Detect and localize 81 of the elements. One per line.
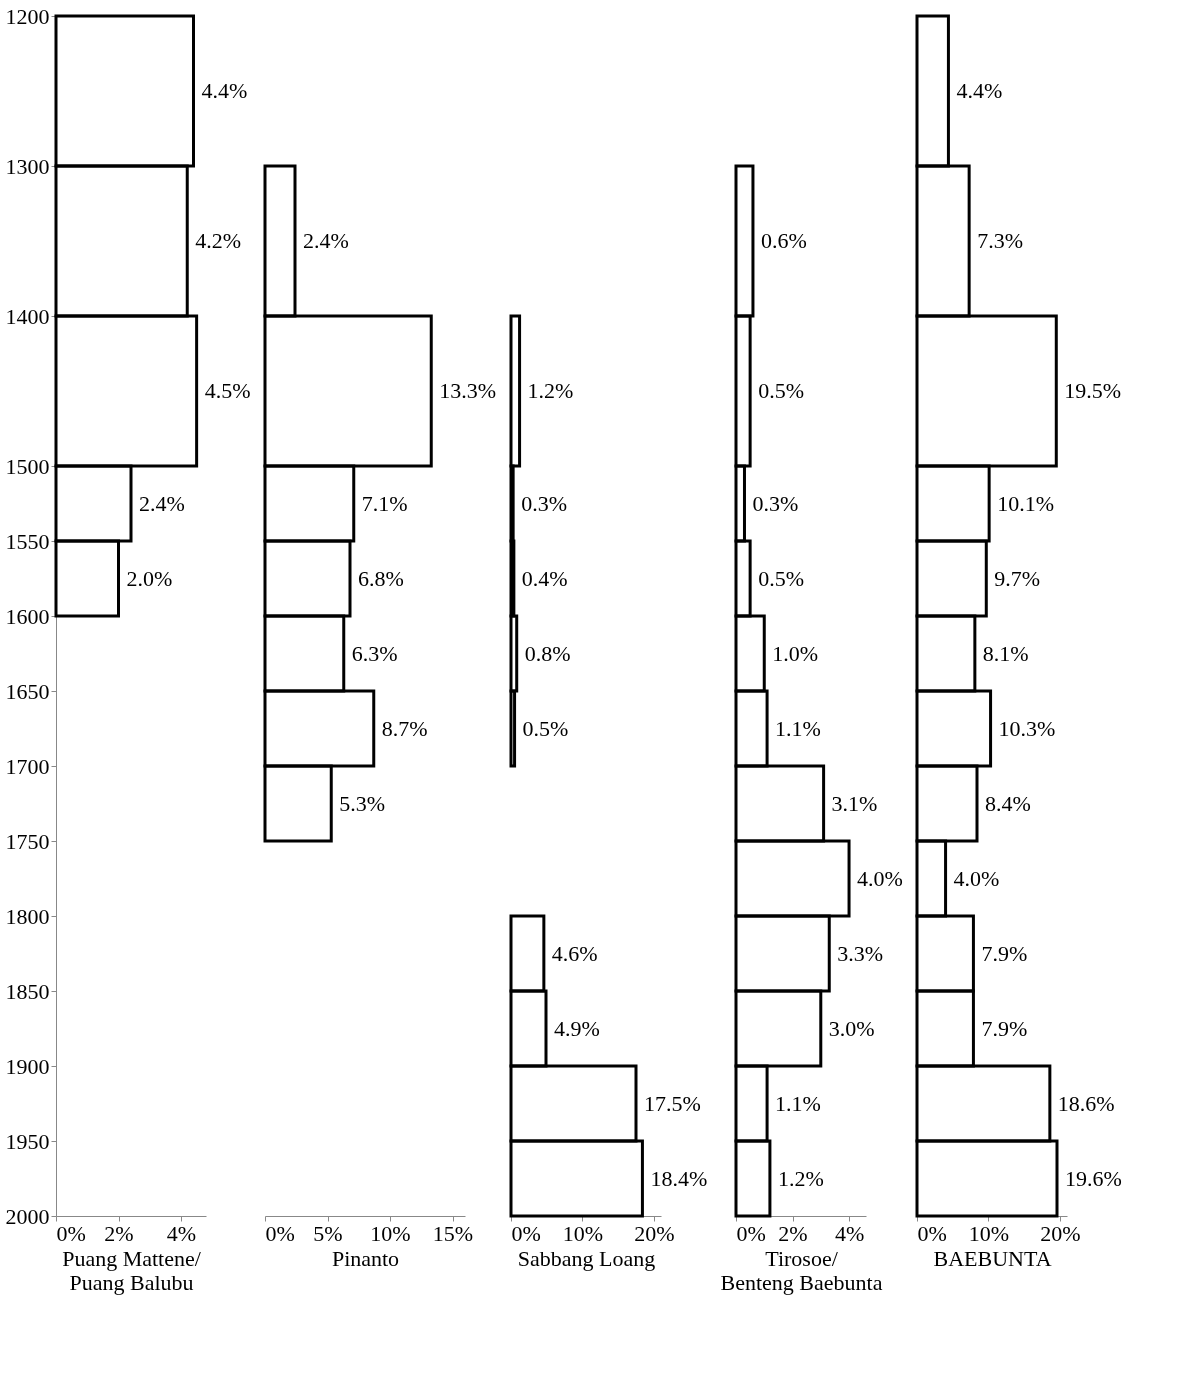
x-tick-label: 2% [104,1220,134,1246]
y-tick-label: 1600 [5,603,50,629]
data-label: 4.2% [195,228,242,253]
data-label: 6.3% [351,640,398,666]
data-label: 0.5% [758,565,804,591]
data-label: 19.5% [1064,378,1122,403]
y-tick-label: 1700 [5,753,50,779]
x-axis-title: BAEBUNTA [933,1245,1052,1271]
x-tick-label: 10% [370,1220,411,1246]
data-label: 8.1% [982,640,1029,666]
x-tick-label: 2% [778,1220,808,1246]
data-label: 1.1% [775,715,821,741]
data-label: 0.4% [521,565,568,591]
data-label: 0.8% [524,640,571,666]
x-tick-label: 0% [56,1220,86,1246]
data-label: 7.9% [981,940,1028,966]
data-label: 4.0% [857,865,903,891]
x-tick-label: 10% [968,1220,1010,1246]
data-label: 8.7% [381,715,428,741]
data-label: 2.0% [126,565,173,591]
data-label: 18.6% [1057,1090,1115,1116]
data-label: 10.1% [997,490,1054,516]
x-tick-label: 0% [917,1220,947,1246]
data-label: 19.6% [1065,1165,1122,1191]
data-label: 0.3% [752,490,799,516]
y-tick-label: 1850 [5,978,50,1004]
y-tick-label: 1200 [5,3,50,29]
x-tick-label: 5% [313,1220,343,1246]
data-label: 7.9% [981,1015,1028,1041]
data-label: 2.4% [139,490,185,516]
x-axis-title: Puang Mattene/ Puang Balubu [62,1245,202,1295]
y-tick-label: 2000 [5,1203,50,1229]
data-label: 4.5% [204,378,251,403]
data-label: 4.6% [551,940,598,966]
x-tick-label: 15% [432,1220,474,1246]
data-label: 1.0% [772,640,819,666]
y-tick-label: 1650 [5,678,50,704]
data-label: 4.4% [956,78,1003,103]
x-tick-label: 4% [166,1220,197,1246]
y-tick-label: 1950 [5,1128,50,1154]
data-label: 1.1% [775,1090,821,1116]
y-tick-label: 1750 [5,828,50,854]
y-tick-label: 1550 [5,528,50,554]
x-tick-label: 20% [634,1220,675,1246]
data-label: 3.0% [828,1015,875,1041]
data-label: 2.4% [303,228,349,253]
data-label: 1.2% [527,378,574,403]
x-tick-label: 0% [265,1220,295,1246]
x-tick-label: 0% [511,1220,541,1246]
data-label: 3.1% [831,790,878,816]
y-tick-label: 1500 [5,453,50,479]
data-label: 7.3% [977,228,1023,253]
data-label: 0.5% [522,715,569,741]
x-tick-label: 0% [736,1220,766,1246]
x-tick-label: 4% [834,1220,865,1246]
x-axis-title: Tirosoe/ Benteng Baebunta [720,1245,883,1295]
data-label: 8.4% [985,790,1031,816]
y-tick-label: 1900 [5,1053,50,1079]
data-label: 0.5% [758,378,804,403]
data-label: 4.0% [953,865,1000,891]
data-label: 1.2% [777,1165,824,1191]
y-tick-label: 1800 [5,903,50,929]
data-label: 7.1% [361,490,408,516]
x-axis-title: Pinanto [331,1245,400,1271]
data-label: 3.3% [837,940,884,966]
x-axis-title: Sabbang Loang [517,1245,656,1271]
y-tick-label: 1300 [5,153,50,179]
data-label: 13.3% [439,378,497,403]
data-label: 17.5% [644,1090,701,1116]
data-label: 4.9% [554,1015,600,1041]
data-label: 9.7% [994,565,1041,591]
data-label: 10.3% [998,715,1056,741]
data-label: 4.4% [201,78,248,103]
x-tick-label: 10% [562,1220,604,1246]
x-tick-label: 20% [1040,1220,1081,1246]
data-label: 6.8% [358,565,404,591]
data-label: 0.6% [760,228,807,253]
y-tick-label: 1400 [5,303,50,329]
data-label: 18.4% [650,1165,708,1191]
data-label: 5.3% [339,790,386,816]
data-label: 0.3% [521,490,567,516]
